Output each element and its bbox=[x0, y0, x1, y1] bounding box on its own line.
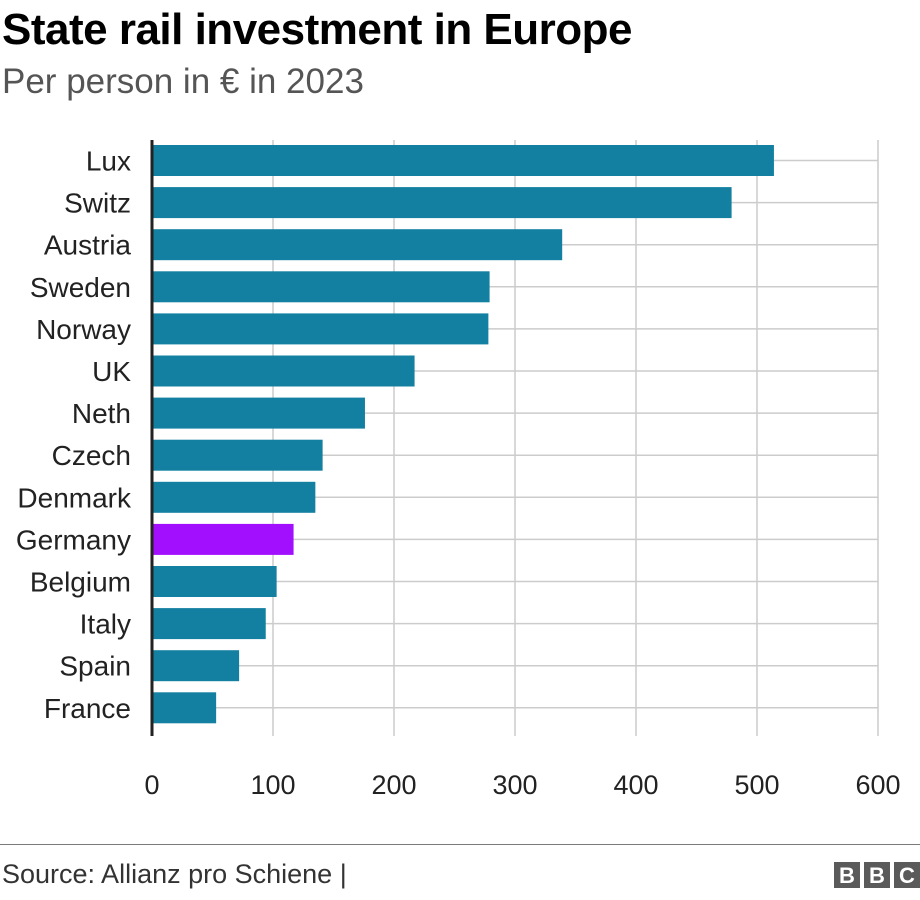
bbc-logo-letter: B bbox=[834, 862, 860, 888]
x-tick-label: 600 bbox=[855, 770, 900, 800]
bar-czech bbox=[152, 439, 323, 471]
x-tick-label: 100 bbox=[250, 770, 295, 800]
source-note: Source: Allianz pro Schiene | bbox=[2, 859, 347, 889]
bbc-logo: B B C bbox=[834, 862, 920, 888]
bar-uk bbox=[152, 355, 415, 387]
category-label: Austria bbox=[44, 230, 132, 261]
bar-switz bbox=[152, 187, 732, 219]
category-label: UK bbox=[92, 356, 131, 387]
category-labels: Lux Switz Austria Sweden Norway UK Neth Czech De… bbox=[16, 146, 132, 724]
bbc-logo-letter: C bbox=[894, 862, 920, 888]
x-tick-label: 200 bbox=[371, 770, 416, 800]
bars bbox=[152, 145, 774, 724]
category-label: Spain bbox=[59, 651, 131, 682]
chart-title: State rail investment in Europe bbox=[2, 5, 633, 54]
category-label: Italy bbox=[80, 609, 131, 640]
bar-belgium bbox=[152, 566, 277, 597]
bar-norway bbox=[152, 313, 489, 345]
category-label: Denmark bbox=[17, 482, 132, 513]
category-label: Germany bbox=[16, 524, 131, 555]
x-tick-labels: 0 100 200 300 400 500 600 bbox=[144, 770, 900, 800]
bar-france bbox=[152, 692, 217, 724]
category-label: France bbox=[44, 693, 131, 724]
x-tick-label: 0 bbox=[144, 770, 159, 800]
bbc-logo-letter: B bbox=[864, 862, 890, 888]
category-label: Czech bbox=[52, 440, 131, 471]
category-label: Lux bbox=[86, 146, 131, 177]
bar-chart: Lux Switz Austria Sweden Norway UK Neth Czech De… bbox=[16, 140, 901, 800]
footer-divider bbox=[0, 844, 920, 845]
bar-neth bbox=[152, 397, 365, 429]
bar-italy bbox=[152, 608, 266, 640]
bar-spain bbox=[152, 650, 240, 682]
category-label: Neth bbox=[72, 398, 131, 429]
bar-sweden bbox=[152, 271, 490, 303]
bar-denmark bbox=[152, 481, 316, 513]
x-tick-label: 400 bbox=[613, 770, 658, 800]
bar-austria bbox=[152, 229, 563, 261]
category-label: Switz bbox=[64, 188, 131, 219]
category-label: Sweden bbox=[30, 272, 131, 303]
x-tick-label: 500 bbox=[734, 770, 779, 800]
category-label: Norway bbox=[36, 314, 131, 345]
bar-lux bbox=[152, 145, 774, 176]
bar-germany bbox=[152, 523, 294, 555]
chart-subtitle: Per person in € in 2023 bbox=[2, 62, 364, 101]
x-tick-label: 300 bbox=[492, 770, 537, 800]
category-label: Belgium bbox=[30, 567, 131, 598]
